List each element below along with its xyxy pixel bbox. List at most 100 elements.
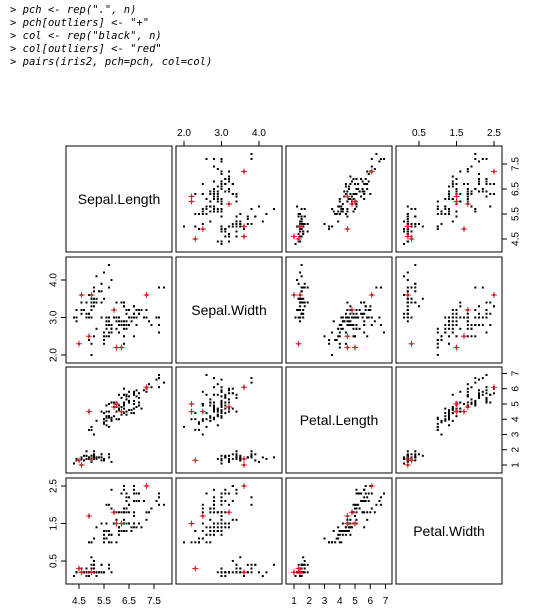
data-point bbox=[143, 500, 145, 502]
outlier-point bbox=[461, 408, 467, 415]
data-point bbox=[379, 324, 382, 326]
data-point bbox=[358, 190, 361, 193]
data-point bbox=[363, 183, 366, 185]
data-point bbox=[406, 297, 409, 300]
data-point bbox=[485, 401, 488, 404]
data-point bbox=[358, 507, 361, 510]
data-point bbox=[366, 188, 369, 190]
data-point bbox=[300, 297, 303, 300]
data-point bbox=[294, 243, 297, 245]
data-point bbox=[163, 286, 165, 289]
data-point bbox=[455, 312, 458, 315]
data-point bbox=[455, 324, 458, 326]
data-point bbox=[216, 413, 219, 416]
data-point bbox=[485, 374, 488, 376]
data-point bbox=[361, 188, 364, 190]
data-point bbox=[224, 230, 227, 233]
data-point bbox=[123, 401, 125, 404]
data-point bbox=[216, 571, 219, 574]
data-point bbox=[338, 342, 341, 345]
data-point bbox=[418, 223, 420, 225]
data-point bbox=[155, 378, 158, 381]
tick-label: 4.5 bbox=[72, 596, 86, 607]
data-point bbox=[273, 563, 275, 566]
data-point bbox=[228, 225, 230, 228]
data-point bbox=[302, 230, 305, 233]
data-point bbox=[228, 233, 230, 235]
data-point bbox=[300, 563, 303, 566]
data-point bbox=[254, 215, 257, 218]
data-point bbox=[347, 188, 350, 190]
data-point bbox=[406, 279, 409, 281]
data-point bbox=[216, 240, 219, 243]
data-point bbox=[213, 377, 215, 380]
data-point bbox=[474, 188, 477, 190]
data-point bbox=[300, 286, 303, 289]
data-point bbox=[209, 533, 212, 536]
data-point bbox=[418, 305, 420, 308]
data-point bbox=[105, 415, 108, 418]
data-point bbox=[474, 401, 477, 404]
outlier-point bbox=[291, 569, 297, 576]
data-point bbox=[108, 331, 110, 334]
data-point bbox=[299, 297, 302, 300]
data-point bbox=[93, 567, 95, 570]
data-point bbox=[355, 178, 358, 180]
outlier-point bbox=[226, 509, 232, 516]
data-point bbox=[128, 503, 130, 506]
data-point bbox=[414, 223, 417, 225]
data-point bbox=[228, 387, 230, 390]
data-point bbox=[466, 387, 469, 390]
data-point bbox=[105, 530, 108, 532]
data-point bbox=[338, 533, 341, 536]
data-point bbox=[100, 563, 103, 566]
data-point bbox=[369, 305, 372, 308]
data-point bbox=[133, 492, 135, 495]
data-point bbox=[224, 395, 227, 398]
data-point bbox=[224, 407, 227, 410]
data-point bbox=[108, 425, 110, 428]
data-point bbox=[451, 183, 454, 185]
data-point bbox=[216, 511, 219, 514]
data-point bbox=[213, 526, 215, 529]
data-point bbox=[108, 324, 110, 326]
data-point bbox=[254, 459, 257, 462]
panel-frame bbox=[395, 256, 503, 364]
data-point bbox=[403, 312, 405, 315]
data-point bbox=[337, 526, 340, 529]
data-point bbox=[436, 228, 439, 230]
data-point bbox=[158, 324, 160, 326]
data-point bbox=[205, 526, 208, 529]
data-point bbox=[216, 424, 219, 427]
data-point bbox=[338, 530, 341, 532]
data-point bbox=[224, 492, 227, 495]
data-point bbox=[120, 530, 123, 532]
data-point bbox=[213, 407, 215, 410]
data-point bbox=[205, 533, 208, 536]
outlier-point bbox=[464, 404, 471, 410]
data-point bbox=[201, 511, 204, 514]
data-point bbox=[209, 518, 212, 521]
outlier-point bbox=[76, 565, 82, 572]
tick-label: 7 bbox=[383, 596, 389, 607]
data-point bbox=[459, 316, 462, 319]
data-point bbox=[110, 507, 113, 510]
data-point bbox=[108, 503, 110, 506]
outlier-point bbox=[461, 333, 467, 340]
data-point bbox=[360, 301, 363, 304]
data-point bbox=[216, 383, 219, 386]
data-point bbox=[466, 316, 469, 319]
code-line: > pch <- rep(".", n) bbox=[10, 4, 137, 16]
data-point bbox=[158, 331, 160, 334]
data-point bbox=[303, 560, 306, 562]
data-point bbox=[363, 320, 366, 323]
data-point bbox=[373, 320, 376, 323]
data-point bbox=[235, 200, 238, 203]
data-point bbox=[250, 563, 253, 566]
data-point bbox=[302, 233, 305, 235]
data-point bbox=[297, 282, 300, 285]
data-point bbox=[355, 492, 358, 495]
data-point bbox=[205, 208, 208, 210]
data-point bbox=[455, 316, 458, 319]
data-point bbox=[485, 316, 488, 319]
